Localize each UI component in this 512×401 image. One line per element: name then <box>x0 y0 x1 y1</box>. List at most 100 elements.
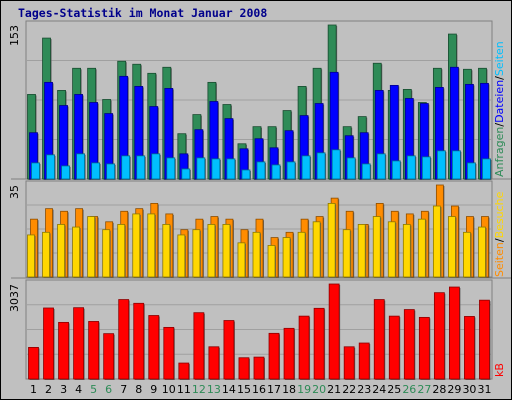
bar-seiten <box>406 155 416 180</box>
x-tick-label: 15 <box>237 383 251 396</box>
bar-seiten <box>436 150 446 180</box>
bar-besuche <box>27 234 35 278</box>
bar-besuche <box>87 216 96 278</box>
bar-seiten <box>256 161 266 180</box>
bar-kb <box>313 307 325 380</box>
bar-besuche <box>222 224 231 278</box>
bar-seiten <box>136 155 146 180</box>
bar-seiten <box>31 162 40 180</box>
bar-seiten <box>467 162 476 180</box>
bar-besuche <box>117 224 126 278</box>
bar-besuche <box>42 231 50 278</box>
bar-seiten <box>271 164 281 180</box>
bar-seiten <box>391 160 401 180</box>
bar-besuche <box>402 224 411 278</box>
x-tick-label: 20 <box>312 383 326 396</box>
bar-seiten <box>151 153 161 180</box>
bar-kb <box>178 362 190 380</box>
x-tick-label: 28 <box>432 383 446 396</box>
x-tick-label: 21 <box>327 383 341 396</box>
x-tick-label: 4 <box>75 383 82 396</box>
bar-besuche <box>72 226 80 278</box>
bar-seiten <box>286 161 296 180</box>
bar-besuche <box>282 237 291 278</box>
x-tick-label: 16 <box>252 383 266 396</box>
bar-kb <box>388 315 400 380</box>
bar-besuche <box>147 213 156 278</box>
x-tick-label: 5 <box>90 383 97 396</box>
legend-label: Seiten/Besuche <box>493 191 506 277</box>
x-tick-label: 29 <box>447 383 461 396</box>
bar-seiten <box>346 157 356 180</box>
bar-seiten <box>166 157 176 180</box>
x-tick-label: 18 <box>282 383 296 396</box>
bar-kb <box>403 309 415 380</box>
legend-label: kB <box>493 363 506 377</box>
legend-item: / <box>493 238 506 242</box>
bar-besuche <box>132 213 141 278</box>
bar-besuche <box>357 224 366 278</box>
legend-item: / <box>493 76 506 80</box>
y-max-label: 3037 <box>8 284 21 312</box>
bar-kb <box>238 357 250 380</box>
bar-seiten <box>91 162 101 180</box>
x-tick-label: 13 <box>207 383 221 396</box>
bar-kb <box>343 346 355 380</box>
bar-seiten <box>196 157 206 180</box>
bar-kb <box>103 333 115 380</box>
x-tick-label: 9 <box>150 383 157 396</box>
bar-besuche <box>327 202 336 278</box>
x-tick-label: 17 <box>267 383 281 396</box>
legend-item: Seiten <box>493 242 506 277</box>
bar-seiten <box>301 155 311 180</box>
bar-seiten <box>106 163 116 180</box>
legend-label: Anfragen/Dateien/Seiten <box>493 41 506 177</box>
bar-kb <box>193 312 205 380</box>
legend-item: / <box>493 123 506 127</box>
x-tick-label: 8 <box>135 383 142 396</box>
bar-kb <box>208 346 220 380</box>
bar-besuche <box>177 234 186 278</box>
chart-title: Tages-Statistik im Monat Januar 2008 <box>18 6 268 20</box>
bar-besuche <box>237 242 246 278</box>
bar-kb <box>418 316 430 380</box>
x-tick-label: 26 <box>402 383 416 396</box>
bar-kb <box>253 356 265 380</box>
bar-seiten <box>211 158 221 180</box>
legend-item: kB <box>493 363 506 377</box>
bar-seiten <box>61 165 70 180</box>
bar-kb <box>433 292 445 380</box>
bar-kb <box>283 327 295 380</box>
x-tick-label: 6 <box>105 383 112 396</box>
bar-kb <box>268 332 280 380</box>
bar-seiten <box>331 149 341 180</box>
bar-kb <box>298 315 310 380</box>
bar-besuche <box>432 205 441 278</box>
bar-seiten <box>76 153 85 180</box>
bar-besuche <box>417 218 426 278</box>
bar-seiten <box>361 163 371 180</box>
bar-kb <box>73 307 84 380</box>
bar-kb <box>28 347 39 380</box>
x-tick-label: 23 <box>357 383 371 396</box>
bar-besuche <box>252 231 261 278</box>
bar-besuche <box>463 231 471 278</box>
bar-seiten <box>46 154 55 180</box>
bar-seiten <box>121 155 131 180</box>
bar-besuche <box>387 221 396 278</box>
y-max-label: 35 <box>8 185 21 199</box>
bar-kb <box>328 283 340 380</box>
bar-seiten <box>241 169 251 180</box>
bar-kb <box>373 299 385 380</box>
legend-item: Besuche <box>493 191 506 238</box>
bar-kb <box>358 342 370 380</box>
bar-kb <box>43 307 54 380</box>
x-tick-label: 1 <box>30 383 37 396</box>
bar-besuche <box>297 231 306 278</box>
bar-kb <box>148 315 160 380</box>
bar-seiten <box>376 153 386 180</box>
bar-besuche <box>207 224 216 278</box>
legend-item: Anfragen <box>493 127 506 177</box>
x-tick-label: 3 <box>60 383 67 396</box>
